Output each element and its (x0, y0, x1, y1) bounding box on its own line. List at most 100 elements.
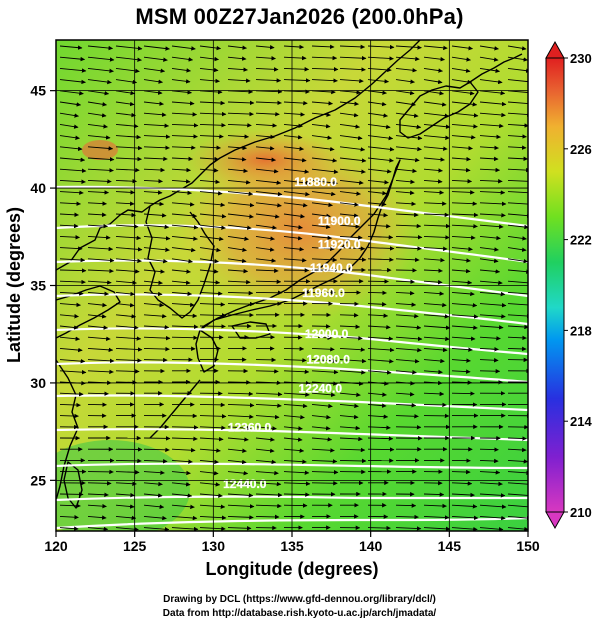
y-axis-ticks: 25 30 35 40 45 (30, 83, 56, 488)
wind-arrow (115, 67, 140, 74)
wind-arrow (227, 425, 252, 431)
wind-arrow (367, 44, 395, 50)
wind-arrow (339, 224, 361, 229)
wind-arrow (199, 67, 219, 73)
wind-arrow (507, 258, 528, 264)
wind-arrow (507, 235, 527, 241)
wind-arrow (367, 414, 389, 419)
wind-arrow (171, 436, 198, 442)
wind-arrow (227, 268, 249, 274)
wind-arrow (311, 101, 333, 106)
wind-arrow (143, 101, 164, 106)
wind-arrow (451, 291, 475, 297)
wind-arrow (255, 191, 283, 197)
wind-arrow (311, 135, 332, 140)
wind-arrow (367, 179, 389, 185)
wind-arrow (115, 190, 135, 195)
wind-arrow (171, 447, 196, 453)
wind-arrow (395, 424, 422, 430)
wind-arrow (311, 459, 338, 464)
wind-arrow (283, 448, 305, 453)
colorbar-tick-label: 218 (570, 323, 592, 338)
wind-arrow (115, 45, 143, 51)
wind-arrow (171, 90, 192, 95)
wind-arrow (451, 90, 475, 96)
wind-arrow (255, 45, 275, 50)
wind-arrow (171, 134, 198, 139)
wind-arrow (255, 459, 277, 465)
wind-arrow (507, 493, 528, 496)
wind-arrow (395, 403, 417, 408)
wind-arrow (339, 112, 359, 118)
wind-arrow (87, 492, 109, 497)
wind-arrow (59, 101, 82, 107)
wind-arrow (115, 504, 135, 509)
wind-arrow (451, 280, 473, 285)
wind-arrow (283, 213, 305, 219)
colorbar-top-cap (545, 40, 565, 59)
wind-arrow (283, 358, 307, 363)
wind-arrow (143, 335, 171, 341)
wind-arrow (255, 414, 280, 420)
wind-arrow (199, 168, 219, 173)
wind-arrow (255, 268, 279, 274)
wind-arrow (367, 146, 395, 152)
wind-arrow (171, 67, 191, 73)
wind-arrow (479, 101, 507, 107)
wind-arrow (479, 303, 507, 308)
wind-arrow (423, 314, 450, 319)
wind-arrow (283, 146, 304, 151)
wind-arrow (451, 246, 473, 252)
wind-arrow (479, 56, 499, 62)
wind-arrow (479, 336, 501, 341)
wind-arrow (143, 201, 164, 207)
wind-arrow (311, 335, 333, 341)
wind-arrow (395, 123, 422, 130)
wind-arrow (367, 436, 394, 441)
wind-arrow (227, 515, 254, 520)
wind-arrow (59, 223, 79, 229)
wind-arrow (199, 402, 226, 408)
wind-arrow (451, 201, 478, 206)
wind-arrow (171, 235, 198, 241)
wind-arrow (507, 324, 528, 330)
wind-arrow (87, 212, 107, 218)
wind-arrow (423, 123, 451, 129)
wind-arrow (255, 279, 282, 284)
wind-arrow (451, 179, 473, 184)
wind-arrow (255, 100, 282, 106)
wind-arrow (283, 202, 308, 208)
wind-arrow (339, 123, 360, 129)
wind-arrow (283, 157, 307, 163)
wind-arrow (115, 212, 136, 218)
wind-arrow (507, 56, 528, 62)
wind-arrow (227, 213, 254, 219)
x-tick-label: 130 (202, 538, 226, 554)
wind-arrow (451, 336, 476, 341)
wind-arrow (395, 246, 422, 251)
wind-arrow (339, 358, 367, 364)
wind-arrow (451, 45, 473, 51)
wind-arrow (255, 481, 282, 487)
wind-arrow (143, 280, 163, 285)
wind-arrow (143, 470, 165, 475)
wind-arrow (507, 447, 527, 453)
wind-arrow (423, 503, 447, 509)
wind-arrow (395, 392, 415, 397)
wind-arrow (255, 168, 279, 174)
wind-arrow (59, 123, 79, 129)
hokkaido-coast (399, 81, 479, 139)
wind-arrow (115, 56, 142, 62)
wind-arrow (227, 202, 255, 208)
wind-arrow (283, 392, 310, 397)
wind-arrow (283, 55, 307, 61)
wind-arrow (479, 212, 506, 218)
wind-arrow (283, 78, 311, 83)
wind-arrow (479, 112, 506, 118)
wind-arrow (451, 167, 471, 173)
wind-arrow (479, 458, 499, 464)
wind-arrow (423, 201, 447, 206)
wind-arrow (451, 526, 478, 531)
wind-arrow (87, 526, 109, 531)
wind-arrow (423, 223, 451, 229)
